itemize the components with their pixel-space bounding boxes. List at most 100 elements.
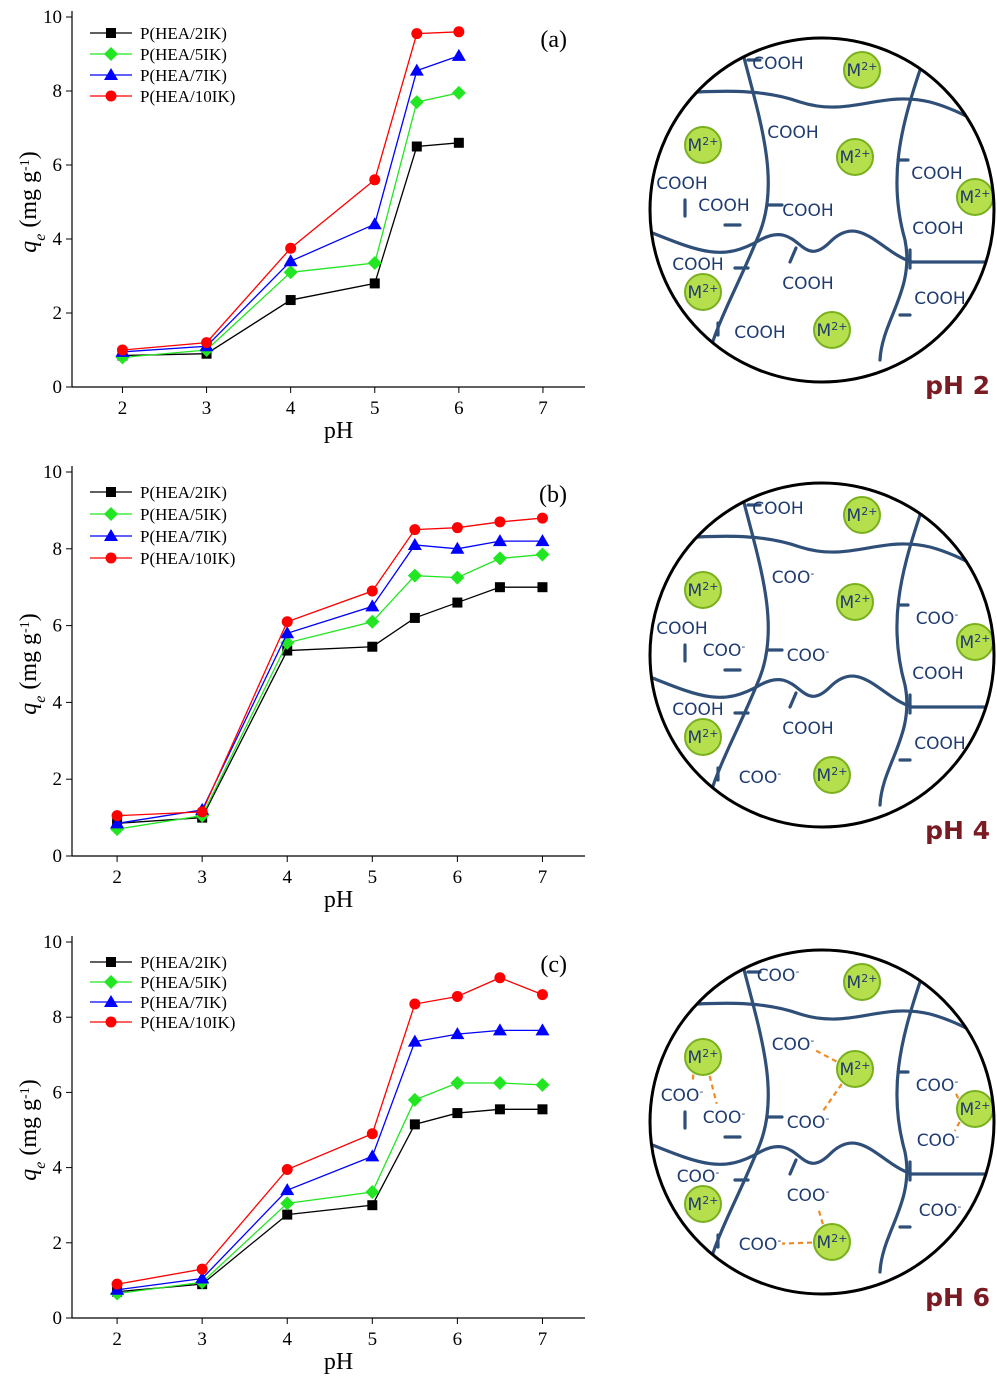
polymer-chain [708, 48, 770, 352]
marker [409, 63, 424, 76]
series-line [116, 977, 543, 1285]
x-axis-label: pH [324, 1349, 353, 1375]
x-tick-label: 6 [453, 867, 463, 888]
x-tick-label: 7 [538, 867, 548, 888]
legend-marker [105, 1016, 117, 1028]
label-sup: - [715, 1166, 719, 1179]
marker [535, 534, 550, 547]
polymer-chain [650, 1140, 994, 1176]
y-tick-label: 0 [53, 377, 63, 398]
legend-marker [104, 47, 118, 61]
label-sup: - [795, 965, 799, 978]
group-label: COO- [787, 1112, 830, 1134]
label-text: M [688, 728, 703, 748]
marker [411, 141, 422, 152]
x-tick-label: 2 [112, 1329, 122, 1350]
group-label: COO- [739, 767, 782, 789]
label-text: COO [787, 646, 826, 666]
y-tick-label: 8 [53, 81, 63, 102]
legend-marker [104, 507, 118, 521]
group-label: COOH [698, 196, 749, 216]
group-label: COO- [661, 1085, 704, 1107]
label-text: COOH [782, 719, 833, 739]
ion-label: M2+ [688, 1194, 719, 1216]
legend-marker [105, 90, 117, 102]
group-label: COOH [656, 174, 707, 194]
label-sup: 2+ [702, 580, 718, 593]
ion-label: M2+ [817, 1232, 848, 1254]
ionic-bond [708, 1075, 718, 1105]
group-label: COOH [782, 201, 833, 221]
y-label-part: -1 [18, 621, 33, 633]
y-label-part: -1 [18, 1087, 33, 1099]
label-text: COO [703, 1108, 742, 1128]
marker [407, 1034, 422, 1047]
label-sup: 2+ [702, 135, 718, 148]
marker [411, 28, 423, 40]
marker [536, 512, 548, 524]
legend-marker [106, 487, 116, 497]
marker [285, 295, 296, 306]
group-label: COOH [752, 54, 803, 74]
label-text: COO [739, 768, 778, 788]
marker [367, 1200, 378, 1211]
legend-label: P(HEA/2IK) [140, 483, 227, 502]
polymer-chain [788, 691, 798, 709]
y-tick-label: 0 [53, 846, 63, 867]
label-text: M [840, 148, 855, 168]
marker [365, 599, 380, 612]
y-label-part: ) [16, 1079, 42, 1087]
ion-label: M2+ [847, 60, 878, 82]
ion-label: M2+ [688, 1047, 719, 1069]
y-tick-label: 8 [53, 1007, 63, 1028]
x-tick-label: 3 [197, 1329, 207, 1350]
polymer-chain [650, 673, 994, 709]
marker [451, 991, 463, 1003]
group-label: COO- [917, 1130, 960, 1152]
marker [407, 1092, 422, 1107]
legend-label: P(HEA/7IK) [140, 66, 227, 85]
y-label-part: e [32, 696, 49, 703]
y-tick-label: 10 [43, 462, 62, 483]
polymer-chain [650, 534, 994, 579]
label-text: COOH [672, 255, 723, 275]
polymer-chain [708, 493, 770, 797]
y-tick-label: 6 [53, 155, 63, 176]
ionic-bond [821, 1083, 843, 1113]
label-text: COOH [912, 219, 963, 239]
label-text: COOH [656, 619, 707, 639]
ion-label: M2+ [688, 282, 719, 304]
marker [494, 582, 505, 593]
label-text: COOH [672, 700, 723, 720]
ionic-bond [954, 1092, 960, 1099]
group-label: COOH [767, 123, 818, 143]
label-text: COOH [698, 196, 749, 216]
label-text: M [688, 136, 703, 156]
label-sup: 2+ [702, 727, 718, 740]
label-text: M [960, 188, 975, 208]
series-line [122, 92, 459, 359]
metal-ion [813, 311, 851, 349]
marker [451, 522, 463, 534]
group-label: COOH [914, 734, 965, 754]
label-text: M [960, 633, 975, 653]
label-text: COOH [752, 54, 803, 74]
label-text: M [817, 321, 832, 341]
label-sup: 2+ [861, 60, 877, 73]
group-label: COOH [911, 164, 962, 184]
x-axis-label: pH [324, 418, 353, 444]
marker [453, 137, 464, 148]
x-tick-label: 4 [282, 1329, 292, 1350]
diagram-circle [648, 481, 996, 829]
marker [407, 537, 422, 550]
marker [450, 541, 465, 554]
label-sup: - [777, 1234, 781, 1247]
y-label-part: -1 [18, 159, 33, 171]
metal-ion [684, 571, 722, 609]
label-text: M [688, 581, 703, 601]
x-tick-label: 6 [453, 1329, 463, 1350]
legend-marker [106, 957, 116, 967]
marker [367, 256, 382, 271]
marker [369, 278, 380, 289]
